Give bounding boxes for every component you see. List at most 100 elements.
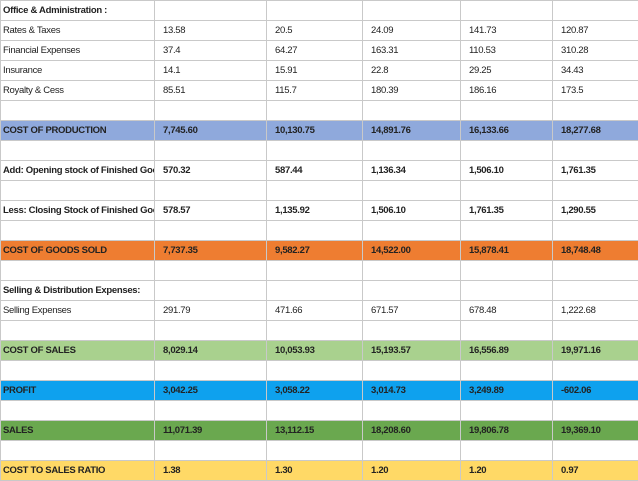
- value-cell[interactable]: [461, 261, 553, 281]
- value-cell[interactable]: 1,506.10: [461, 161, 553, 181]
- value-cell[interactable]: [553, 261, 638, 281]
- value-cell[interactable]: 671.57: [363, 301, 461, 321]
- value-cell[interactable]: 1,136.34: [363, 161, 461, 181]
- value-cell[interactable]: [267, 401, 363, 421]
- value-cell[interactable]: 24.09: [363, 21, 461, 41]
- value-cell[interactable]: 587.44: [267, 161, 363, 181]
- value-cell[interactable]: 18,208.60: [363, 421, 461, 441]
- value-cell[interactable]: [155, 141, 267, 161]
- value-cell[interactable]: [461, 101, 553, 121]
- value-cell[interactable]: [363, 441, 461, 461]
- row-label-cell[interactable]: COST OF PRODUCTION: [1, 121, 155, 141]
- value-cell[interactable]: 3,042.25: [155, 381, 267, 401]
- value-cell[interactable]: 0.97: [553, 461, 638, 481]
- value-cell[interactable]: 29.25: [461, 61, 553, 81]
- value-cell[interactable]: 37.4: [155, 41, 267, 61]
- value-cell[interactable]: 163.31: [363, 41, 461, 61]
- value-cell[interactable]: [267, 441, 363, 461]
- value-cell[interactable]: 18,277.68: [553, 121, 638, 141]
- value-cell[interactable]: [553, 181, 638, 201]
- value-cell[interactable]: [267, 281, 363, 301]
- value-cell[interactable]: [461, 321, 553, 341]
- row-label-cell[interactable]: COST TO SALES RATIO: [1, 461, 155, 481]
- value-cell[interactable]: 3,014.73: [363, 381, 461, 401]
- value-cell[interactable]: 15,193.57: [363, 341, 461, 361]
- value-cell[interactable]: 19,971.16: [553, 341, 638, 361]
- value-cell[interactable]: [363, 261, 461, 281]
- value-cell[interactable]: -602.06: [553, 381, 638, 401]
- row-label-cell[interactable]: Financial Expenses: [1, 41, 155, 61]
- value-cell[interactable]: 34.43: [553, 61, 638, 81]
- value-cell[interactable]: 16,133.66: [461, 121, 553, 141]
- value-cell[interactable]: 15.91: [267, 61, 363, 81]
- value-cell[interactable]: 110.53: [461, 41, 553, 61]
- value-cell[interactable]: [155, 281, 267, 301]
- value-cell[interactable]: [267, 321, 363, 341]
- row-label-cell[interactable]: [1, 101, 155, 121]
- row-label-cell[interactable]: PROFIT: [1, 381, 155, 401]
- value-cell[interactable]: [553, 361, 638, 381]
- row-label-cell[interactable]: Less: Closing Stock of Finished Goods: [1, 201, 155, 221]
- value-cell[interactable]: 141.73: [461, 21, 553, 41]
- value-cell[interactable]: [363, 401, 461, 421]
- value-cell[interactable]: 1,222.68: [553, 301, 638, 321]
- value-cell[interactable]: 1,135.92: [267, 201, 363, 221]
- value-cell[interactable]: [155, 321, 267, 341]
- value-cell[interactable]: 20.5: [267, 21, 363, 41]
- row-label-cell[interactable]: [1, 141, 155, 161]
- value-cell[interactable]: 570.32: [155, 161, 267, 181]
- value-cell[interactable]: 14.1: [155, 61, 267, 81]
- value-cell[interactable]: [155, 181, 267, 201]
- row-label-cell[interactable]: COST OF SALES: [1, 341, 155, 361]
- value-cell[interactable]: [155, 441, 267, 461]
- value-cell[interactable]: [363, 141, 461, 161]
- row-label-cell[interactable]: Royalty & Cess: [1, 81, 155, 101]
- value-cell[interactable]: 173.5: [553, 81, 638, 101]
- value-cell[interactable]: 14,891.76: [363, 121, 461, 141]
- value-cell[interactable]: [553, 281, 638, 301]
- value-cell[interactable]: [363, 361, 461, 381]
- value-cell[interactable]: [553, 401, 638, 421]
- row-label-cell[interactable]: [1, 181, 155, 201]
- value-cell[interactable]: 14,522.00: [363, 241, 461, 261]
- row-label-cell[interactable]: [1, 261, 155, 281]
- value-cell[interactable]: 19,369.10: [553, 421, 638, 441]
- value-cell[interactable]: 16,556.89: [461, 341, 553, 361]
- value-cell[interactable]: 678.48: [461, 301, 553, 321]
- value-cell[interactable]: [267, 261, 363, 281]
- value-cell[interactable]: 19,806.78: [461, 421, 553, 441]
- value-cell[interactable]: 1,506.10: [363, 201, 461, 221]
- row-label-cell[interactable]: Selling Expenses: [1, 301, 155, 321]
- value-cell[interactable]: [553, 221, 638, 241]
- value-cell[interactable]: [267, 141, 363, 161]
- value-cell[interactable]: 64.27: [267, 41, 363, 61]
- row-label-cell[interactable]: SALES: [1, 421, 155, 441]
- value-cell[interactable]: 186.16: [461, 81, 553, 101]
- value-cell[interactable]: [155, 1, 267, 21]
- value-cell[interactable]: 10,053.93: [267, 341, 363, 361]
- row-label-cell[interactable]: COST OF GOODS SOLD: [1, 241, 155, 261]
- value-cell[interactable]: [363, 321, 461, 341]
- value-cell[interactable]: 310.28: [553, 41, 638, 61]
- value-cell[interactable]: 291.79: [155, 301, 267, 321]
- row-label-cell[interactable]: Selling & Distribution Expenses:: [1, 281, 155, 301]
- value-cell[interactable]: [553, 321, 638, 341]
- value-cell[interactable]: [461, 1, 553, 21]
- value-cell[interactable]: [363, 281, 461, 301]
- value-cell[interactable]: [461, 141, 553, 161]
- value-cell[interactable]: 7,745.60: [155, 121, 267, 141]
- value-cell[interactable]: [155, 401, 267, 421]
- value-cell[interactable]: 115.7: [267, 81, 363, 101]
- value-cell[interactable]: [553, 441, 638, 461]
- value-cell[interactable]: 22.8: [363, 61, 461, 81]
- row-label-cell[interactable]: Insurance: [1, 61, 155, 81]
- value-cell[interactable]: 11,071.39: [155, 421, 267, 441]
- value-cell[interactable]: [267, 101, 363, 121]
- value-cell[interactable]: [461, 361, 553, 381]
- value-cell[interactable]: [461, 221, 553, 241]
- row-label-cell[interactable]: [1, 441, 155, 461]
- value-cell[interactable]: [155, 261, 267, 281]
- value-cell[interactable]: 1.20: [461, 461, 553, 481]
- value-cell[interactable]: [155, 101, 267, 121]
- value-cell[interactable]: 1.20: [363, 461, 461, 481]
